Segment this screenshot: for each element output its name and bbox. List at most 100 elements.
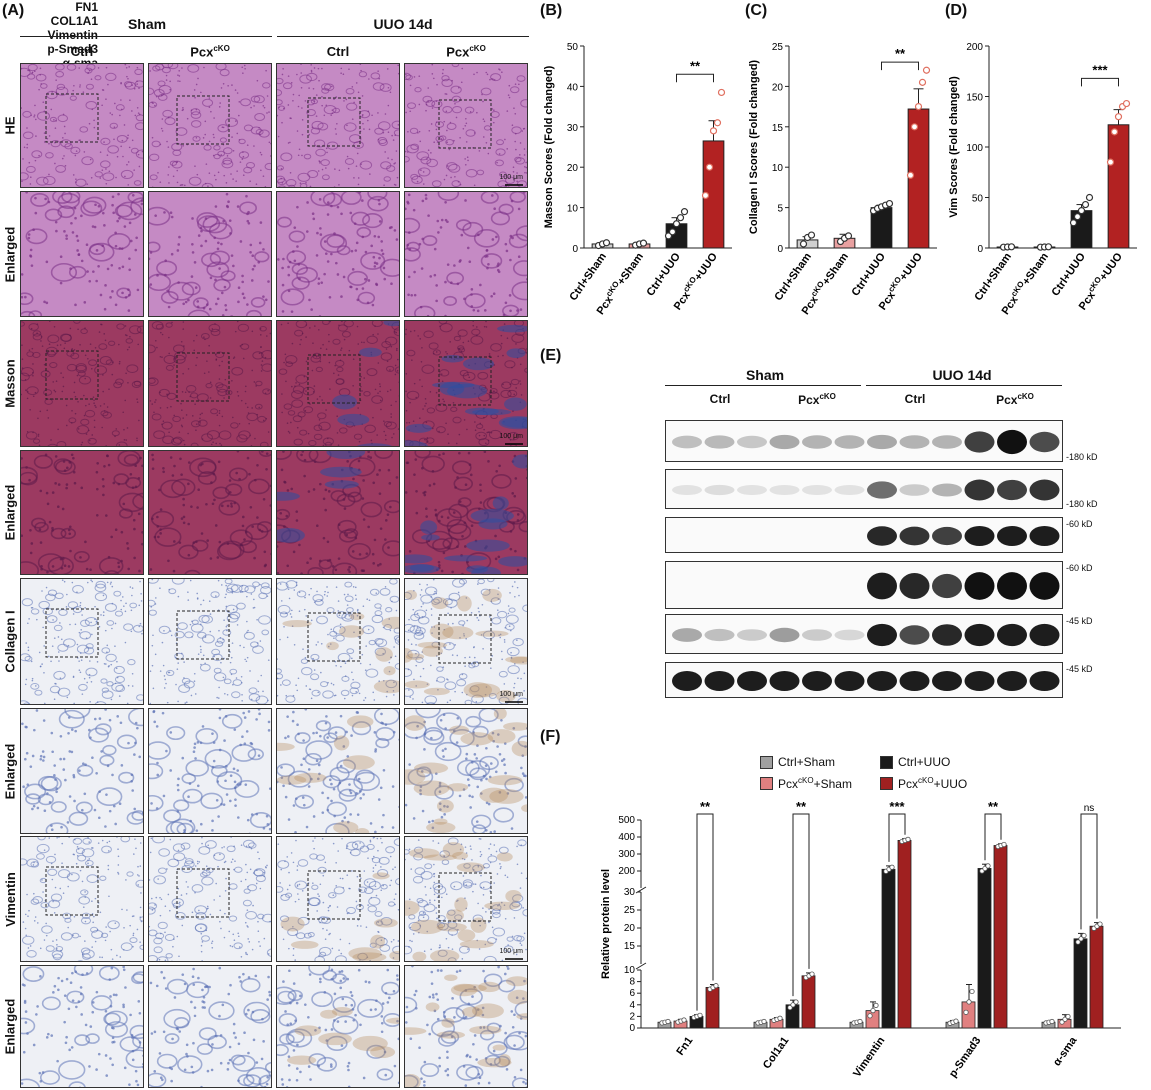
column-header-sup: cKO <box>469 44 486 53</box>
data-point <box>857 1018 863 1025</box>
micrograph-tile <box>148 320 272 447</box>
significance-bracket <box>881 61 919 71</box>
category-label: p-Smad3 <box>947 1035 983 1080</box>
category-label-part: +UUO <box>692 250 720 283</box>
micrograph-tile <box>276 708 400 834</box>
masson-score-chart: 0 10 20 30 40 50 Masson Scores (Fold changed) C… <box>543 42 732 317</box>
category-label: Ctrl+UUO <box>645 250 684 298</box>
blot-band <box>769 484 800 496</box>
y-tick-label: 2 <box>629 1011 635 1022</box>
blot-band <box>867 670 897 692</box>
blot-group-sham-label: Sham <box>745 367 785 383</box>
blot-band <box>964 623 995 647</box>
significance-label: ** <box>988 800 999 814</box>
bar <box>1073 938 1088 1029</box>
blot-band <box>997 429 1027 455</box>
category-label-part: Ctrl+Sham <box>972 251 1014 303</box>
blot-band <box>932 573 962 599</box>
legend-label-part: cKO <box>918 776 934 785</box>
y-tick-label: 8 <box>629 977 635 988</box>
blot-band <box>932 526 962 546</box>
blot-band <box>997 623 1027 647</box>
blot-strip <box>665 614 1063 654</box>
scale-bar-label: 100 μm <box>499 433 524 440</box>
y-tick-label: 30 <box>624 887 636 898</box>
data-point <box>914 102 923 111</box>
category-label-part: Pcx <box>877 289 899 313</box>
micrograph-tile <box>276 450 400 575</box>
blot-band <box>737 670 767 692</box>
legend-label-part: Ctrl+UUO <box>898 755 951 769</box>
data-point <box>1081 200 1090 209</box>
row-label: Masson <box>0 320 20 447</box>
blot-column-header: PcxcKO <box>767 392 867 407</box>
blot-band <box>672 670 702 692</box>
y-tick-label: 15 <box>624 941 636 952</box>
blot-band <box>802 670 832 692</box>
legend-label-part: Pcx <box>898 777 919 791</box>
blot-group-uuo-line <box>866 385 1062 386</box>
y-tick-label: 4 <box>629 1000 635 1011</box>
data-point <box>963 1009 969 1015</box>
category-label-part: +UUO <box>897 250 925 283</box>
category-label: Col1a1 <box>761 1035 792 1071</box>
y-tick-label: 10 <box>772 163 784 174</box>
significance-label: *** <box>1092 62 1108 77</box>
y-tick-label: 500 <box>618 815 635 826</box>
row-label-text: Enlarged <box>2 484 18 541</box>
row-label: Enlarged <box>0 708 20 834</box>
row-label: HE <box>0 63 20 188</box>
y-tick-label: 0 <box>977 244 983 255</box>
category-label-part: Pcx <box>1077 289 1099 313</box>
data-point <box>761 1018 767 1025</box>
row-label: Vimentin <box>0 836 20 962</box>
bar <box>1089 925 1104 1029</box>
category-label-part: Pcx <box>672 289 694 313</box>
significance-label: ** <box>796 800 807 814</box>
micrograph-tile <box>20 191 144 317</box>
vim-score-chart: 0 50 100 150 200 Vim Scores (Fold changed) Ctr… <box>948 42 1137 317</box>
column-header-text: Pcx <box>446 44 470 60</box>
data-point <box>1122 99 1131 108</box>
bar <box>897 840 912 1029</box>
blot-band <box>1029 572 1060 600</box>
data-point <box>1044 243 1053 251</box>
data-point <box>922 66 931 74</box>
molecular-weight-label: -180 kD <box>1066 499 1098 509</box>
blot-band <box>769 670 800 692</box>
category-label-part: +Sham <box>820 251 851 288</box>
blot-band <box>802 629 832 641</box>
micrograph-tile: 100 μm <box>404 63 528 188</box>
blot-band <box>997 670 1027 692</box>
y-tick-label: 20 <box>624 923 636 934</box>
category-label-part: Ctrl+UUO <box>850 250 889 298</box>
category-label-part: Ctrl+UUO <box>1050 250 1089 298</box>
blot-band <box>867 481 897 499</box>
blot-band <box>899 484 930 496</box>
data-point <box>889 864 895 870</box>
blot-strip <box>665 469 1063 509</box>
panel-e-western-blot: Sham UUO 14d Ctrl PcxcKO Ctrl PcxcKO FN1 -18… <box>0 0 1151 698</box>
blot-band <box>867 572 897 600</box>
category-label-part: Ctrl+UUO <box>645 250 684 298</box>
panel-a-letter: (A) <box>2 2 25 19</box>
y-tick-label: 100 <box>966 143 983 154</box>
data-point <box>793 999 799 1005</box>
micrograph-tile <box>148 708 272 834</box>
blot-band <box>834 670 865 692</box>
column-header: PcxcKO <box>148 44 272 59</box>
bar <box>961 1001 976 1029</box>
micrograph-tile <box>404 965 528 1088</box>
blot-band <box>867 623 897 647</box>
y-tick-label: 5 <box>777 204 783 215</box>
category-label-part: Pcx <box>595 293 617 317</box>
data-point <box>705 163 714 171</box>
category-label-part: Pcx <box>1000 293 1022 317</box>
blot-strip <box>665 662 1063 698</box>
blot-column-header-sup: cKO <box>1017 392 1034 401</box>
blot-band <box>964 525 995 547</box>
significance-bracket <box>792 813 810 997</box>
data-point <box>905 836 911 842</box>
legend-item: Ctrl+Sham <box>760 755 835 769</box>
data-point <box>1114 113 1123 121</box>
